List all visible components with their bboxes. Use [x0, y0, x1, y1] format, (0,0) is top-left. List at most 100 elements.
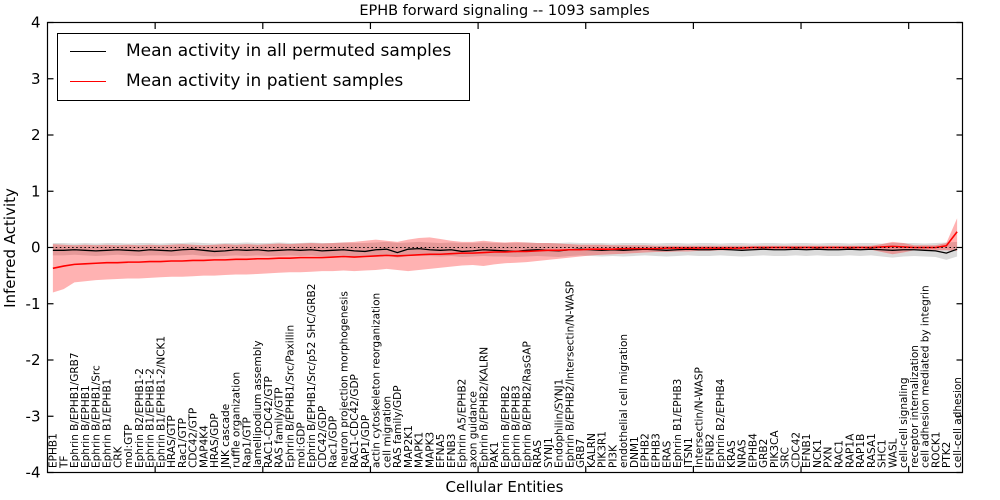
x-category-label: TF — [58, 456, 70, 469]
x-category-label: RAC1-CDC42/GDP — [349, 374, 361, 468]
x-category-label: Ephrin B1/EPHB1 — [102, 379, 114, 468]
x-category-label: Ephrin B/EPHB3 — [511, 385, 523, 468]
x-category-label: RAP1/GDP — [360, 415, 372, 468]
x-category-label: EFNB2 — [704, 434, 716, 468]
x-category-label: endothelial cell migration — [618, 334, 630, 468]
x-category-label: Ephrin B/EPHB1/Src — [91, 365, 103, 468]
x-category-label: ROCK1 — [930, 432, 942, 468]
x-category-label: MAPK1 — [414, 432, 426, 468]
x-category-label: actin cytoskeleton reorganization — [371, 293, 383, 468]
x-category-label: PIK3CA — [769, 430, 781, 468]
permuted-line-swatch — [70, 51, 106, 53]
x-category-label: Ephrin B2/EPHB1-2 — [134, 368, 146, 468]
y-tick-label: 1 — [31, 182, 41, 200]
x-category-label: EPHB3 — [651, 433, 663, 468]
x-category-label: receptor internalization — [909, 345, 921, 468]
x-category-label: CDC42 — [790, 432, 802, 468]
x-category-label: RRAS — [532, 440, 544, 468]
x-category-label: RAP1B — [855, 434, 867, 468]
y-tick-label: -2 — [26, 351, 41, 369]
y-tick-label: -4 — [26, 464, 41, 482]
x-category-label: EPHB4 — [747, 433, 759, 468]
x-category-label: HRAS/GTP — [166, 415, 178, 468]
x-category-label: Ephrin B/EPHB1/Src/p52 SHC/GRB2 — [306, 284, 318, 468]
x-category-label: CDC42/GTP — [188, 408, 200, 468]
x-category-label: PI3K — [607, 444, 619, 468]
legend-label-permuted: Mean activity in all permuted samples — [126, 41, 452, 61]
x-category-label: ERAS — [661, 440, 673, 468]
y-tick-label: -3 — [26, 407, 41, 425]
x-category-label: lamellipodium assembly — [252, 340, 264, 468]
x-category-label: Ephrin B1/EPHB3 — [672, 379, 684, 468]
x-category-label: axon guidance — [468, 391, 480, 468]
x-category-label: Ephrin B/EPHB2/RasGAP — [521, 341, 533, 468]
y-tick-label: 3 — [31, 70, 41, 88]
x-category-label: cell adhesion mediated by integrin — [920, 285, 932, 468]
x-category-label: KRAS — [726, 440, 738, 468]
x-category-label: cell-cell adhesion — [952, 377, 964, 468]
x-category-label: EFNA5 — [435, 434, 447, 468]
x-category-label: NCK1 — [812, 439, 824, 468]
x-category-label: DNM1 — [629, 436, 641, 468]
x-category-label: PIK3R1 — [597, 431, 609, 468]
y-tick-label: 4 — [31, 14, 41, 32]
x-category-label: Ephrin B/EPHB2/KALRN — [478, 347, 490, 468]
y-tick-label: 2 — [31, 126, 41, 144]
y-tick-label: 0 — [31, 239, 41, 257]
x-category-label: Rap1/GTP — [241, 417, 253, 468]
x-category-label: GRB7 — [575, 439, 587, 468]
x-category-label: cell migration — [381, 396, 393, 468]
x-category-label: HRAS/GDP — [209, 413, 221, 468]
x-category-label: EPHB1 — [48, 433, 60, 468]
x-category-label: Ephrin B/EPHB1 — [80, 385, 92, 468]
x-category-label: Ephrin B2/EPHB4 — [715, 378, 727, 468]
x-category-label: MAPK3 — [424, 432, 436, 468]
x-category-label: CDC42/GDP — [317, 406, 329, 468]
x-category-label: SRC — [780, 447, 792, 468]
x-category-label: PAK1 — [489, 442, 501, 468]
x-category-label: MAP2K1 — [403, 425, 415, 468]
x-category-label: PTK2 — [941, 442, 953, 468]
x-category-label: NRAS — [737, 439, 749, 468]
x-category-label: Ephrin B1/EPHB1-2/NCK1 — [155, 336, 167, 468]
x-category-label: GRB2 — [758, 439, 770, 468]
x-category-label: RAC1 — [834, 440, 846, 468]
x-category-label: Endophilin/SYNJ1 — [554, 379, 566, 468]
patient-line-swatch — [70, 81, 106, 83]
x-category-label: neuron projection morphogenesis — [338, 291, 350, 468]
x-category-label: Ephrin B/EPHB2 — [500, 385, 512, 468]
x-category-label: cell-cell signaling — [898, 377, 910, 468]
chart-title: EPHB forward signaling -- 1093 samples — [359, 3, 650, 19]
x-category-label: mol:GDP — [295, 422, 307, 468]
x-category-label: RAS family/GDP — [392, 385, 404, 468]
x-category-label: RAS family/GTP — [274, 387, 286, 468]
x-category-label: EPHB2 — [640, 433, 652, 468]
x-category-label: JNK cascade — [220, 404, 232, 469]
x-category-label: Intersectin/N-WASP — [694, 367, 706, 468]
x-category-label: Ephrin B1/EPHB1-2 — [145, 368, 157, 468]
x-category-label: PXN — [823, 447, 835, 468]
x-category-label: Ephrin B/EPHB2/Intersectin/N-WASP — [564, 281, 576, 468]
x-category-label: RAC1-CDC42/GTP — [263, 376, 275, 468]
x-category-label: Rac1/GTP — [177, 418, 189, 468]
x-category-label: KALRN — [586, 433, 598, 468]
y-tick-label: -1 — [26, 295, 41, 313]
x-category-label: Ephrin A5/EPHB2 — [457, 379, 469, 468]
x-category-label: Ephrin B/EPHB1/GRB7 — [69, 352, 81, 468]
x-category-label: EFNB1 — [801, 434, 813, 468]
x-category-label: RASA1 — [866, 433, 878, 468]
x-category-label: ITSN1 — [683, 437, 695, 468]
legend: Mean activity in all permuted samples Me… — [57, 33, 471, 101]
legend-label-patient: Mean activity in patient samples — [126, 71, 404, 92]
x-category-label: ruffle organization — [231, 372, 243, 468]
x-category-label: EFNB3 — [446, 434, 458, 468]
legend-item-permuted: Mean activity in all permuted samples — [70, 41, 451, 62]
x-axis-label: Cellular Entities — [445, 478, 564, 496]
x-category-label: mol:GTP — [123, 424, 135, 468]
x-category-label: SHC1 — [877, 439, 889, 468]
x-category-label: RAP1A — [844, 433, 856, 468]
x-category-label: Ephrin B/EPHB1/Src/Paxillin — [285, 325, 297, 468]
x-category-label: Rac1/GDP — [328, 416, 340, 468]
